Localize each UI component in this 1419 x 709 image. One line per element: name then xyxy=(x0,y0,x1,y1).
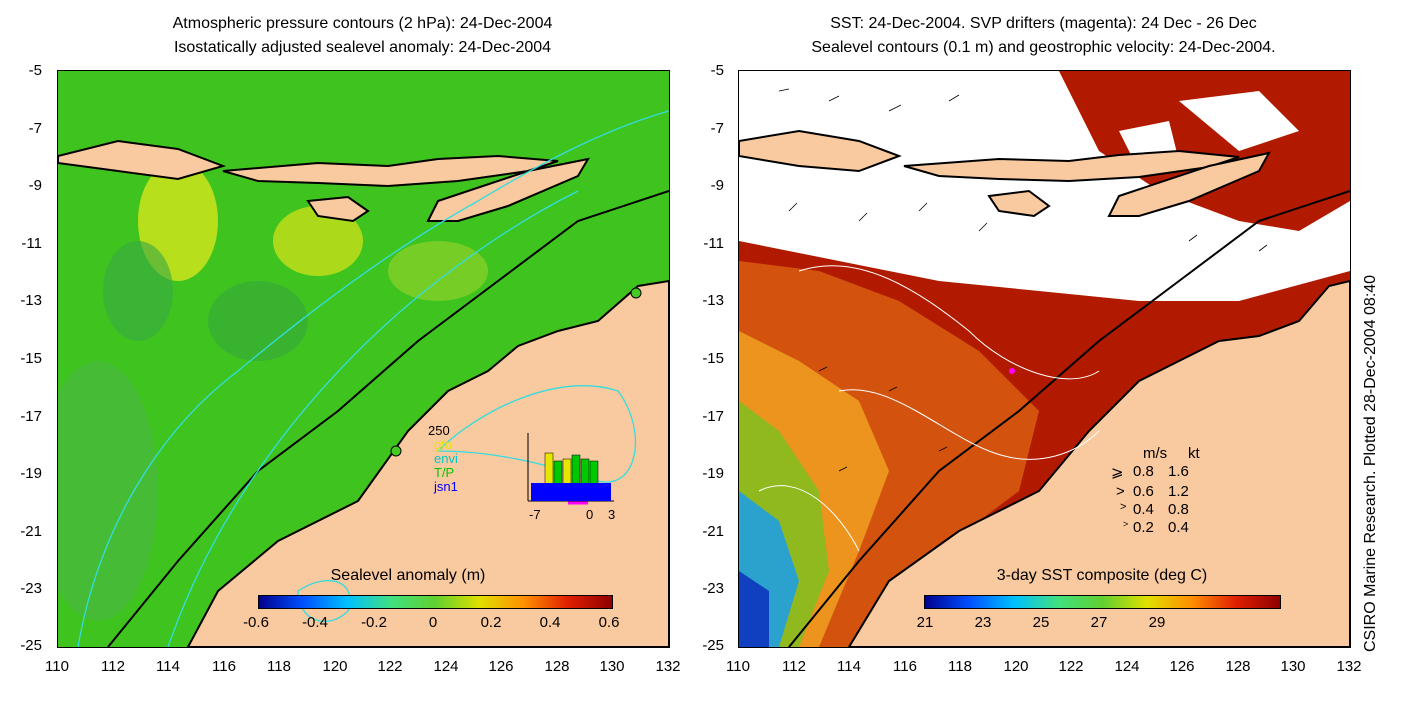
inset-legend-gfo: gfo xyxy=(434,437,453,452)
left-ytick-2: -7 xyxy=(28,120,42,137)
speed-legend-ms-1: 0.8 xyxy=(1133,463,1154,480)
left-ytick-3: -9 xyxy=(28,177,42,194)
right-xtick-5: 118 xyxy=(948,658,972,675)
left-ytick-1: -5 xyxy=(28,62,42,79)
speed-legend-kt-1: 1.6 xyxy=(1168,463,1189,480)
left-cb-label-2: -0.4 xyxy=(302,614,328,631)
left-xtick-12: 132 xyxy=(655,658,681,675)
right-ytick-11: -25 xyxy=(702,637,724,654)
left-xtick-9: 126 xyxy=(488,658,514,675)
left-ytick-6: -15 xyxy=(20,350,42,367)
left-colorbar-title: Sealevel anomaly (m) xyxy=(330,567,486,584)
right-ytick-1: -5 xyxy=(710,62,724,79)
right-map-panel: m/s kt ⩾ 0.8 1.6 > 0.6 1.2 > 0.4 0.8 > 0… xyxy=(738,70,1351,648)
speed-legend-header-kt: kt xyxy=(1188,445,1200,462)
right-ytick-7: -17 xyxy=(702,408,724,425)
right-xtick-6: 120 xyxy=(1003,658,1029,675)
speed-legend-arrow-1: ⩾ xyxy=(1111,464,1124,481)
inset-x-min: -7 xyxy=(529,507,541,522)
inset-ymax: 250 xyxy=(428,423,450,438)
speed-legend-arrow-3: > xyxy=(1120,501,1127,513)
right-ytick-10: -23 xyxy=(702,580,724,597)
right-cb-label-1: 21 xyxy=(916,614,934,631)
right-cb-label-5: 29 xyxy=(1148,614,1166,631)
left-map-panel: 250 gfo envi T/P jsn1 -7 0 3 Sealevel an… xyxy=(57,70,670,648)
right-map-graphic xyxy=(739,71,1350,647)
right-xtick-1: 110 xyxy=(726,658,750,675)
side-credit-note: CSIRO Marine Research. Plotted 28-Dec-20… xyxy=(1362,274,1379,652)
inset-legend-jsn1: jsn1 xyxy=(434,479,458,494)
left-cb-label-1: -0.6 xyxy=(243,614,269,631)
right-colorbar xyxy=(924,595,1281,609)
right-xtick-7: 122 xyxy=(1058,658,1084,675)
speed-legend-kt-4: 0.4 xyxy=(1168,519,1189,536)
left-ytick-10: -23 xyxy=(20,580,42,597)
speed-legend-kt-2: 1.2 xyxy=(1168,483,1189,500)
left-title-line2: Isostatically adjusted sealevel anomaly:… xyxy=(173,39,552,56)
speed-legend-kt-3: 0.8 xyxy=(1168,501,1189,518)
left-cb-label-7: 0.6 xyxy=(598,614,620,631)
left-ytick-11: -25 xyxy=(20,637,42,654)
left-xtick-5: 118 xyxy=(267,658,291,675)
right-xtick-9: 126 xyxy=(1169,658,1195,675)
right-ytick-9: -21 xyxy=(702,523,724,540)
left-xtick-8: 124 xyxy=(433,658,459,675)
right-xtick-8: 124 xyxy=(1114,658,1140,675)
speed-legend-header-ms: m/s xyxy=(1143,445,1168,462)
left-cb-label-3: -0.2 xyxy=(361,614,387,631)
left-ytick-4: -11 xyxy=(21,235,42,252)
right-xtick-2: 112 xyxy=(782,658,806,675)
left-cb-label-5: 0.2 xyxy=(480,614,502,631)
left-xtick-3: 114 xyxy=(156,658,180,675)
left-cb-label-6: 0.4 xyxy=(539,614,561,631)
right-ytick-2: -7 xyxy=(710,120,724,137)
left-xtick-4: 116 xyxy=(212,658,236,675)
right-title-line2: Sealevel contours (0.1 m) and geostrophi… xyxy=(811,39,1276,56)
right-cb-label-3: 25 xyxy=(1032,614,1050,631)
speed-legend-ms-3: 0.4 xyxy=(1133,501,1154,518)
right-colorbar-title: 3-day SST composite (deg C) xyxy=(996,567,1208,584)
inset-x-max: 3 xyxy=(608,507,616,522)
left-title-line1: Atmospheric pressure contours (2 hPa): 2… xyxy=(172,15,553,32)
left-ytick-8: -19 xyxy=(20,465,42,482)
left-colorbar xyxy=(258,595,613,609)
left-xtick-11: 130 xyxy=(599,658,625,675)
right-title-line1: SST: 24-Dec-2004. SVP drifters (magenta)… xyxy=(830,15,1257,32)
right-ytick-3: -9 xyxy=(710,177,724,194)
inset-histogram xyxy=(527,433,614,505)
right-xtick-12: 132 xyxy=(1336,658,1362,675)
inset-legend-envi: envi xyxy=(434,451,458,466)
speed-legend-arrow-2: > xyxy=(1116,483,1125,500)
speed-legend-ms-4: 0.2 xyxy=(1133,519,1154,536)
left-ytick-9: -21 xyxy=(20,523,42,540)
inset-legend-tp: T/P xyxy=(434,465,455,480)
right-xtick-4: 116 xyxy=(893,658,917,675)
right-ytick-4: -11 xyxy=(703,235,724,252)
inset-box: 250 gfo envi T/P jsn1 -7 0 3 xyxy=(428,423,618,523)
left-xtick-6: 120 xyxy=(322,658,348,675)
left-xtick-7: 122 xyxy=(377,658,403,675)
speed-legend-arrow-4: > xyxy=(1123,519,1129,529)
right-xtick-3: 114 xyxy=(837,658,861,675)
left-xtick-10: 128 xyxy=(544,658,570,675)
left-ytick-5: -13 xyxy=(20,292,42,309)
right-cb-label-4: 27 xyxy=(1090,614,1108,631)
right-ytick-8: -19 xyxy=(702,465,724,482)
left-ytick-7: -17 xyxy=(20,408,42,425)
inset-x-zero: 0 xyxy=(586,507,594,522)
speed-legend-ms-2: 0.6 xyxy=(1133,483,1154,500)
left-xtick-1: 110 xyxy=(45,658,69,675)
right-xtick-10: 128 xyxy=(1225,658,1251,675)
right-ytick-5: -13 xyxy=(702,292,724,309)
left-cb-label-4: 0 xyxy=(428,614,438,631)
right-cb-label-2: 23 xyxy=(974,614,992,631)
left-xtick-2: 112 xyxy=(101,658,125,675)
right-xtick-11: 130 xyxy=(1280,658,1306,675)
left-map-graphic xyxy=(58,110,669,647)
right-ytick-6: -15 xyxy=(702,350,724,367)
